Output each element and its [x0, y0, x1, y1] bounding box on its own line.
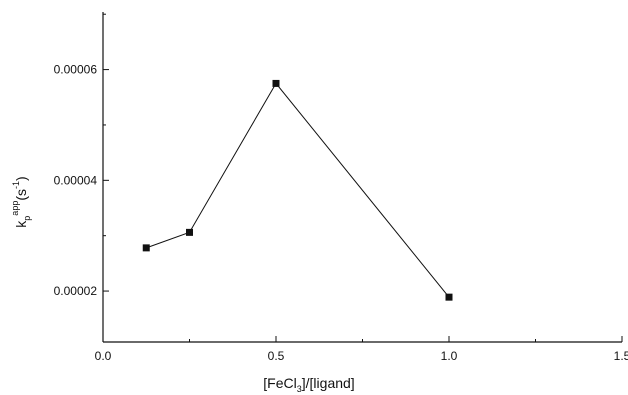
y-axis-title-sup2: -1: [11, 181, 21, 189]
y-axis-title-paren-close: ): [13, 176, 29, 181]
series-layer: [142, 79, 453, 301]
y-axis-title: kpapp(s-1): [10, 176, 32, 227]
data-point: [142, 244, 150, 252]
x-tick-label: 1.5: [614, 349, 628, 363]
data-point: [186, 228, 193, 236]
y-axis-title-main: k: [13, 220, 29, 228]
y-axis-title-sub: p: [22, 216, 32, 221]
data-point: [445, 293, 453, 301]
x-axis-title: [FeCl3]/[ligand]: [263, 375, 354, 394]
data-point: [272, 79, 280, 87]
x-tick-label: 0.5: [268, 349, 285, 363]
x-axis-title-main: [FeCl: [263, 375, 296, 391]
y-tick-label: 0.00002: [54, 284, 98, 298]
x-axis-title-sub: 3: [297, 384, 302, 394]
x-axis-ticks: 0.0 0.5 1.0 1.5: [95, 336, 628, 363]
x-tick-label: 0.0: [95, 349, 112, 363]
y-tick-label: 0.00006: [54, 63, 98, 77]
y-axis-ticks: 0.00002 0.00004 0.00006: [54, 13, 109, 298]
series-line: [146, 82, 450, 298]
y-tick-label: 0.00004: [54, 173, 98, 187]
y-axis-title-sup: app: [10, 201, 20, 216]
x-tick-label: 1.0: [441, 349, 458, 363]
plot-frame: [102, 12, 622, 343]
x-axis-title-rest: ]/[ligand]: [302, 375, 355, 391]
y-axis-title-paren-open: (s: [13, 189, 29, 201]
